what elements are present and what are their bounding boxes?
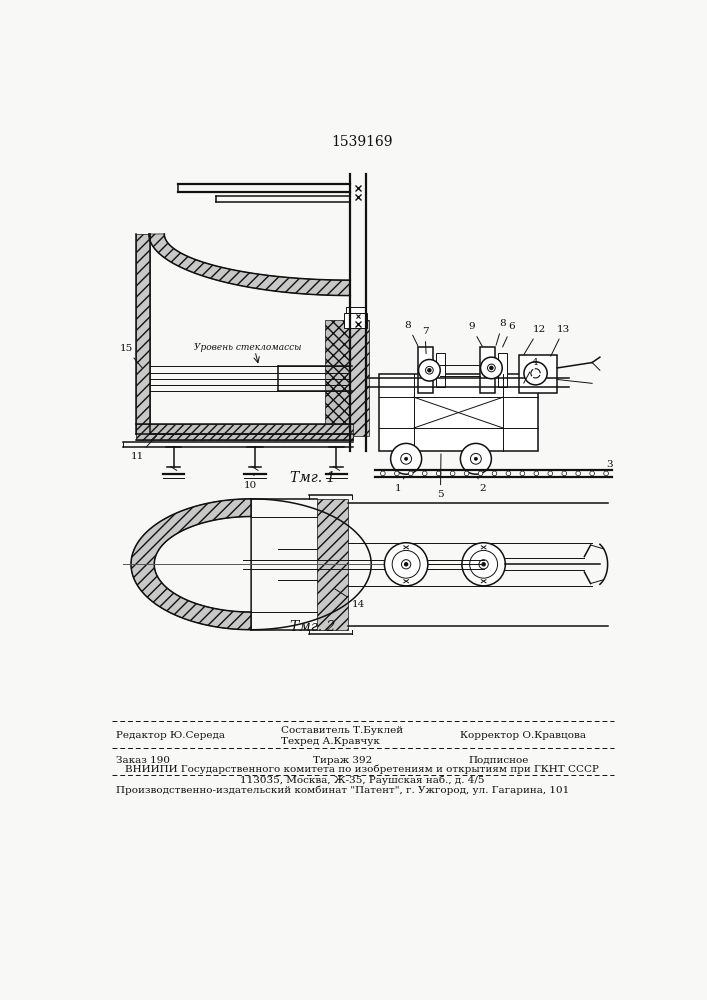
Circle shape [404,457,408,460]
Circle shape [426,366,433,374]
Circle shape [562,471,566,476]
Circle shape [422,471,427,476]
Bar [136,234,151,434]
Circle shape [401,453,411,464]
Text: 4: 4 [524,358,538,383]
Bar [480,347,495,393]
Bar [379,374,538,451]
Circle shape [380,471,385,476]
Circle shape [520,471,525,476]
Text: 8: 8 [496,319,506,345]
Circle shape [409,471,413,476]
Text: Τмг. 1: Τмг. 1 [291,471,336,485]
Text: 113035, Москва, Ж-35, Раушская наб., д. 4/5: 113035, Москва, Ж-35, Раушская наб., д. … [240,775,484,785]
Polygon shape [131,499,251,630]
Text: 11: 11 [131,436,156,461]
Circle shape [481,357,502,379]
Bar [317,499,348,630]
Bar [344,312,368,328]
Circle shape [450,471,455,476]
Bar [346,307,365,313]
Circle shape [478,471,483,476]
Bar [136,424,354,440]
Text: 13: 13 [551,325,571,356]
Bar [325,320,351,436]
Text: Корректор О.Кравцова: Корректор О.Кравцова [460,732,586,740]
Circle shape [524,362,547,385]
Circle shape [479,560,489,569]
Bar [351,320,369,436]
Bar [498,353,507,387]
Circle shape [548,471,553,476]
Circle shape [385,543,428,586]
Circle shape [506,471,510,476]
Circle shape [469,550,498,578]
Circle shape [460,443,491,474]
Text: 3: 3 [606,460,612,469]
Text: 1: 1 [395,477,404,493]
Text: 12: 12 [524,325,546,355]
Text: Составитель Т.Буклей: Составитель Т.Буклей [281,726,403,735]
Text: 2: 2 [477,477,486,493]
Text: Тираж 392: Тираж 392 [313,756,373,765]
Text: 1539169: 1539169 [331,135,392,149]
Circle shape [482,563,485,566]
Circle shape [419,359,440,381]
Text: Техред А.Кравчук: Техред А.Кравчук [281,737,380,746]
Text: 10: 10 [243,475,257,490]
Circle shape [470,453,481,464]
Polygon shape [149,234,351,296]
Circle shape [464,471,469,476]
Circle shape [474,457,477,460]
Circle shape [490,366,493,369]
Text: Τмг. 2: Τмг. 2 [291,620,336,634]
Bar [436,353,445,387]
Circle shape [395,471,399,476]
Text: Производственно-издательский комбинат "Патент", г. Ужгород, ул. Гагарина, 101: Производственно-издательский комбинат "П… [115,785,568,795]
Circle shape [492,471,497,476]
Text: 14: 14 [335,589,365,609]
Circle shape [590,471,595,476]
Text: 8: 8 [404,321,418,346]
Text: 5: 5 [437,454,444,499]
Text: 7: 7 [421,327,428,354]
Circle shape [428,369,431,372]
Circle shape [488,364,495,372]
Text: Уровень стекломассы: Уровень стекломассы [194,343,301,352]
Text: 15: 15 [119,344,142,368]
Circle shape [404,563,408,566]
Circle shape [391,443,421,474]
Circle shape [604,471,609,476]
Circle shape [575,471,580,476]
Text: Заказ 190: Заказ 190 [115,756,170,765]
Circle shape [392,550,420,578]
Circle shape [534,471,539,476]
Circle shape [462,543,506,586]
Text: Подписное: Подписное [468,756,529,765]
Text: 9: 9 [468,322,482,346]
Text: ВНИИПИ Государственного комитета по изобретениям и открытиям при ГКНТ СССР: ВНИИПИ Государственного комитета по изоб… [125,764,599,774]
Circle shape [436,471,441,476]
Text: Редактор Ю.Середа: Редактор Ю.Середа [115,732,225,740]
Bar [418,347,433,393]
Bar [518,355,557,393]
Circle shape [402,560,411,569]
Text: 6: 6 [503,322,515,347]
